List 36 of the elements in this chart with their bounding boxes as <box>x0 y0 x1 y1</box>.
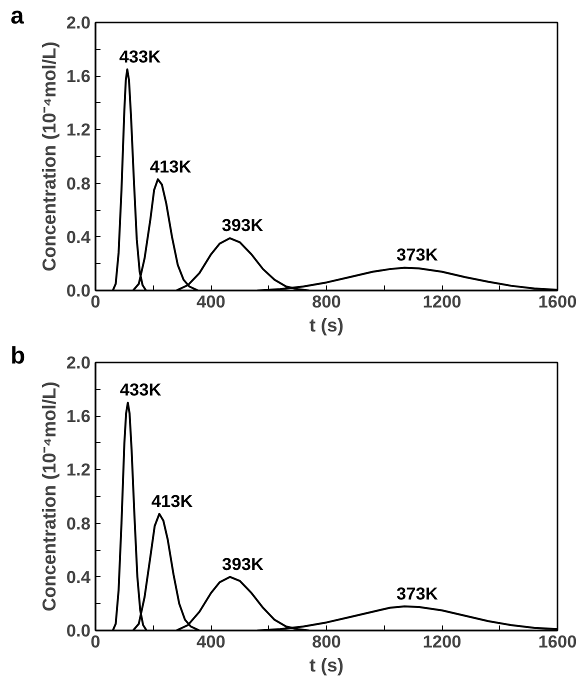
series-label: 373K <box>396 583 438 604</box>
y-tick-label: 0.0 <box>66 620 91 640</box>
x-tick-label: 0 <box>90 632 100 652</box>
y-tick-label: 2.0 <box>66 352 91 372</box>
y-axis-title: Concentration (10⁻⁴mol/L) <box>38 42 60 272</box>
series-label: 393K <box>222 554 264 574</box>
x-tick-label: 1200 <box>422 292 462 312</box>
x-axis-title: t (s) <box>309 654 344 676</box>
series-label: 393K <box>222 215 264 236</box>
x-tick-label: 800 <box>312 632 341 652</box>
y-tick-label: 0.0 <box>66 280 91 300</box>
x-tick-label: 1600 <box>538 292 577 312</box>
chart-title: a <box>10 2 24 30</box>
chart-title: b <box>10 342 26 370</box>
x-tick-label: 0 <box>90 292 100 312</box>
x-tick-label: 1200 <box>422 632 462 652</box>
y-axis-title: Concentration (10⁻⁴mol/L) <box>38 382 60 612</box>
y-tick-label: 1.6 <box>66 66 91 86</box>
series-label: 413K <box>151 490 194 511</box>
y-tick-label: 0.4 <box>66 566 91 587</box>
x-tick-label: 800 <box>312 292 341 312</box>
y-tick-label: 0.4 <box>66 226 91 247</box>
series-label: 433K <box>120 380 162 400</box>
y-tick-label: 1.2 <box>66 120 91 140</box>
x-tick-label: 400 <box>196 292 226 312</box>
series-label: 413K <box>150 156 192 176</box>
x-axis-title: t (s) <box>309 314 344 336</box>
series-label: 433K <box>119 46 162 66</box>
y-tick-label: 0.8 <box>66 173 91 194</box>
series-label: 373K <box>396 244 438 265</box>
y-tick-label: 2.0 <box>66 12 91 32</box>
x-tick-label: 1600 <box>538 632 577 652</box>
x-tick-label: 400 <box>196 632 226 652</box>
y-tick-label: 0.8 <box>66 513 91 534</box>
y-tick-label: 1.2 <box>66 460 91 480</box>
y-tick-label: 1.6 <box>66 406 91 426</box>
